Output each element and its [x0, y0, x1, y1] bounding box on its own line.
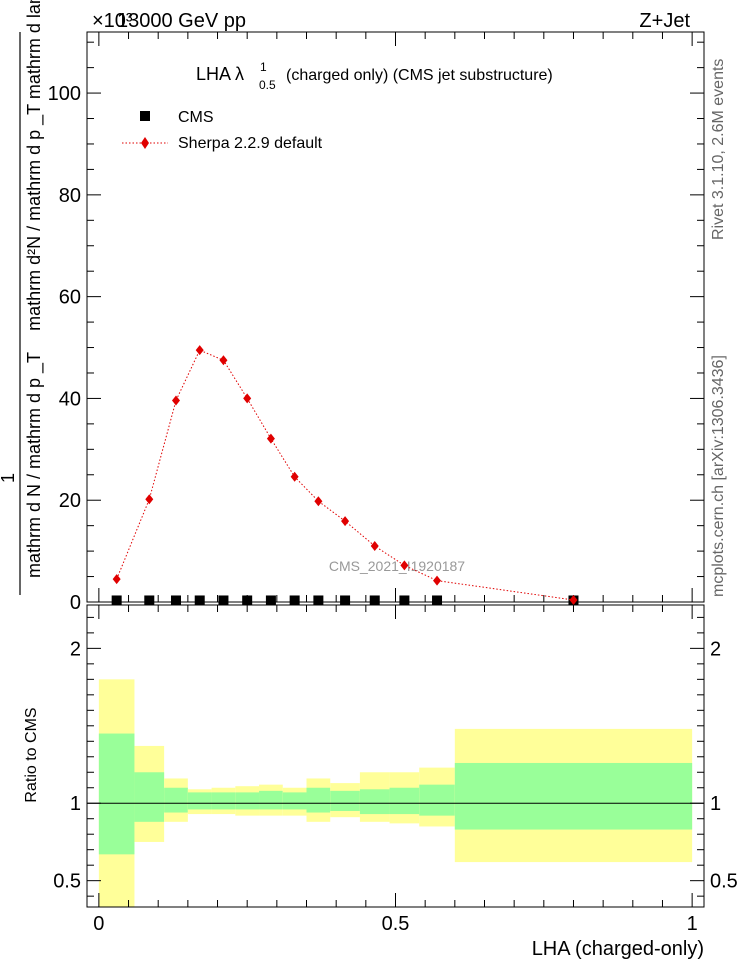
- main-panel: 0 20 40 60 80 100 CMS_2021_I1920187: [48, 31, 705, 614]
- ratio-stat-band: [187, 792, 212, 810]
- process-label: Z+Jet: [639, 10, 690, 32]
- ratio-stat-band: [134, 772, 165, 822]
- exponent-label: ×10³: [92, 10, 133, 32]
- ratio-y-ticks: 0.5 0.5 1 1 2 2: [53, 616, 738, 897]
- x-axis-label: LHA (charged-only): [532, 938, 704, 960]
- ratio-stat-band: [259, 790, 283, 810]
- ylabel-main: mathrm d²N / mathrm d p _T mathrm d lamb…: [24, 0, 45, 331]
- main-y-tick-label: 80: [59, 185, 81, 207]
- sherpa-data-point: [219, 355, 228, 366]
- ratio-stat-band: [419, 784, 455, 816]
- cms-data-point: [313, 595, 324, 606]
- energy-label: 13000 GeV pp: [117, 10, 246, 32]
- watermark: CMS_2021_I1920187: [329, 558, 465, 574]
- cms-data-point: [265, 595, 276, 606]
- ratio-stat-band: [389, 787, 420, 815]
- legend-entry-sherpa: Sherpa 2.2.9 default: [122, 135, 323, 152]
- x-tick-label: 0: [93, 913, 104, 935]
- ratio-stat-band: [359, 789, 390, 815]
- cms-data-point: [170, 595, 181, 606]
- main-y-ticks: 0 20 40 60 80 100: [48, 41, 704, 614]
- cms-data-point: [242, 595, 253, 606]
- main-y-tick-label: 0: [70, 592, 81, 614]
- ratio-y-tick-label: 0.5: [53, 871, 81, 893]
- cms-data-point: [340, 595, 351, 606]
- sherpa-data-point: [145, 494, 154, 505]
- cms-data-point: [369, 595, 380, 606]
- ratio-stat-band: [454, 762, 693, 830]
- title-superscript: 1: [260, 60, 267, 74]
- sherpa-data-point: [341, 516, 350, 527]
- cms-data-point: [111, 595, 122, 606]
- ratio-stat-band: [235, 792, 260, 810]
- sherpa-data-point: [266, 433, 275, 444]
- legend-entry-cms: CMS: [140, 109, 214, 126]
- legend-marker-sherpa: [141, 137, 149, 149]
- ratio-y-tick-label: 1: [70, 793, 81, 815]
- x-tick-label: 0.5: [382, 913, 410, 935]
- title-main: LHA λ: [196, 64, 244, 84]
- sherpa-data-point: [433, 575, 442, 586]
- title-subscript: 0.5: [259, 78, 276, 92]
- legend-label-cms: CMS: [178, 109, 214, 126]
- main-x-ticks: [98, 32, 693, 602]
- cms-data-point: [194, 595, 205, 606]
- ratio-stat-band: [306, 787, 331, 813]
- main-y-tick-label: 20: [59, 490, 81, 512]
- main-ylabel: 1 mathrm d N / mathrm d p _T mathrm d²N …: [0, 0, 45, 595]
- sherpa-data-point: [195, 345, 204, 356]
- ratio-stat-band: [164, 787, 188, 813]
- ratio-stat-band: [98, 733, 135, 855]
- cms-data-point: [218, 595, 229, 606]
- legend-label-sherpa: Sherpa 2.2.9 default: [178, 135, 323, 152]
- ratio-y-tick-label-right: 1: [710, 793, 721, 815]
- main-y-tick-label: 100: [48, 83, 81, 105]
- ratio-ylabel: Ratio to CMS: [23, 707, 40, 802]
- x-tick-label: 1: [687, 913, 698, 935]
- sherpa-data-point: [290, 471, 299, 482]
- cms-data-point: [144, 595, 155, 606]
- sherpa-data-point: [569, 594, 578, 605]
- ratio-panel: 0.5 0.51 12 2 0 0.5 1 Ratio to CMS LHA (charg…: [23, 604, 738, 960]
- cms-data-point: [399, 595, 410, 606]
- ratio-stat-band: [330, 790, 360, 811]
- ratio-y-tick-label-right: 2: [710, 638, 721, 660]
- ratio-stat-band: [282, 792, 307, 810]
- sherpa-data-point: [370, 541, 379, 552]
- sherpa-data-point: [171, 395, 180, 406]
- main-y-tick-label: 40: [59, 388, 81, 410]
- title-suffix: (charged only) (CMS jet substructure): [286, 67, 553, 84]
- cms-data-point: [432, 595, 443, 606]
- mcplots-label: mcplots.cern.ch [arXiv:1306.3436]: [710, 355, 727, 597]
- plot-title: LHA λ 1 0.5 (charged only) (CMS jet subs…: [196, 60, 553, 92]
- ylabel-denominator: mathrm d N / mathrm d p _T: [24, 352, 45, 578]
- sherpa-data-point: [400, 560, 409, 571]
- main-y-tick-label: 60: [59, 287, 81, 309]
- ratio-bands: [98, 679, 693, 907]
- ratio-stat-band: [211, 792, 236, 810]
- sherpa-data-point: [314, 496, 323, 507]
- cms-data-point: [289, 595, 300, 606]
- ylabel-numerator: 1: [0, 473, 18, 483]
- ratio-y-tick-label-right: 0.5: [710, 871, 738, 893]
- sherpa-data-point: [243, 393, 252, 404]
- main-series: [111, 345, 579, 606]
- legend: CMS Sherpa 2.2.9 default: [122, 109, 323, 152]
- legend-marker-cms: [140, 111, 150, 121]
- sherpa-data-point: [112, 574, 121, 585]
- ratio-x-ticks: 0 0.5 1: [93, 605, 698, 935]
- rivet-label: Rivet 3.1.10, 2.6M events: [710, 59, 727, 240]
- ratio-y-tick-label: 2: [70, 638, 81, 660]
